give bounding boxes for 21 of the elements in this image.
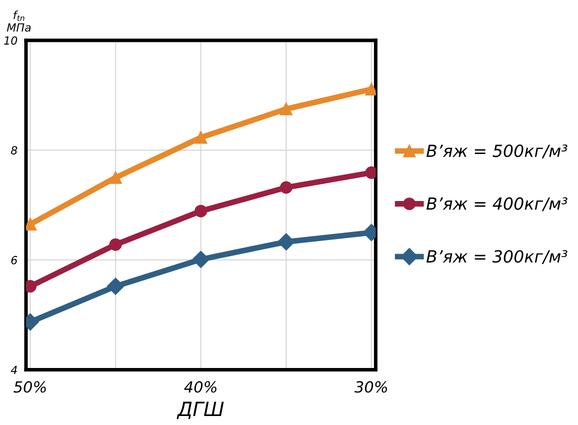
point — [109, 171, 122, 184]
point — [280, 102, 292, 116]
y-tick-label: 10 — [4, 36, 18, 45]
point — [194, 204, 208, 218]
x-tick-label: 30% — [354, 381, 388, 393]
y-axis-title: f$_{tn}$ МПа — [6, 10, 31, 32]
x-tick-label: 50% — [14, 381, 46, 393]
point — [194, 131, 208, 144]
x-axis-title: ДГШ — [176, 402, 224, 420]
point — [278, 233, 295, 250]
point — [280, 181, 292, 194]
x-tick-label: 40% — [184, 381, 216, 393]
y-tick-label: 4 — [10, 366, 17, 374]
y-tick-label: 6 — [11, 256, 18, 264]
point — [192, 250, 210, 268]
legend-label: В’яж = 400кг/м³ — [426, 197, 568, 212]
point — [107, 278, 124, 295]
legend-label: В’яж = 300кг/м³ — [426, 250, 568, 264]
y-tick-label: 8 — [10, 146, 18, 155]
point — [109, 238, 122, 251]
legend-label: В’яж = 500кг/м³ — [426, 144, 568, 158]
